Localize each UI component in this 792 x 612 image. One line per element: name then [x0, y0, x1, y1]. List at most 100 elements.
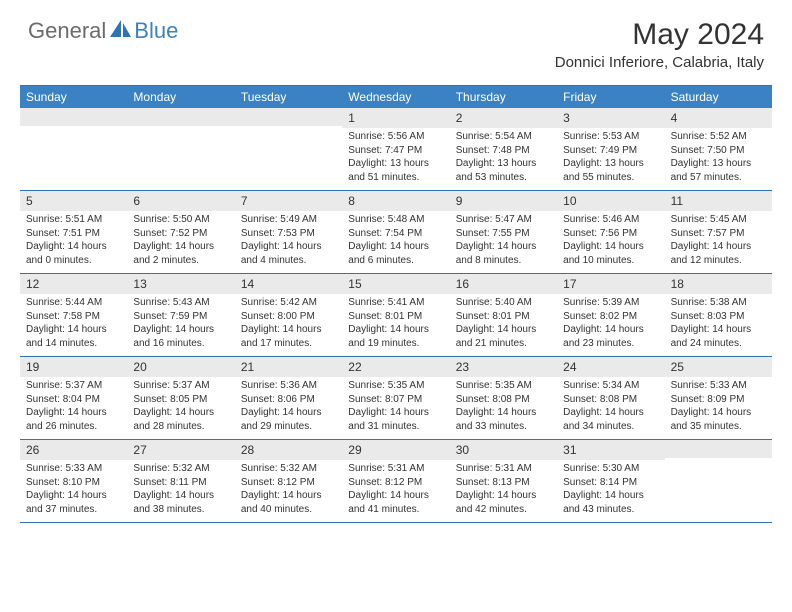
day-number: 31	[557, 440, 664, 460]
day-cell: 15Sunrise: 5:41 AMSunset: 8:01 PMDayligh…	[342, 274, 449, 356]
sunrise-text: Sunrise: 5:54 AM	[456, 130, 551, 144]
daylight-line1: Daylight: 14 hours	[348, 489, 443, 503]
day-number: 24	[557, 357, 664, 377]
sunrise-text: Sunrise: 5:47 AM	[456, 213, 551, 227]
sunrise-text: Sunrise: 5:30 AM	[563, 462, 658, 476]
day-number: 3	[557, 108, 664, 128]
day-info: Sunrise: 5:39 AMSunset: 8:02 PMDaylight:…	[557, 296, 664, 350]
sunset-text: Sunset: 8:05 PM	[133, 393, 228, 407]
daylight-line1: Daylight: 14 hours	[456, 323, 551, 337]
daylight-line2: and 29 minutes.	[241, 420, 336, 434]
daylight-line1: Daylight: 13 hours	[671, 157, 766, 171]
daylight-line2: and 41 minutes.	[348, 503, 443, 517]
day-info: Sunrise: 5:53 AMSunset: 7:49 PMDaylight:…	[557, 130, 664, 184]
daylight-line2: and 53 minutes.	[456, 171, 551, 185]
day-info: Sunrise: 5:51 AMSunset: 7:51 PMDaylight:…	[20, 213, 127, 267]
day-cell: 3Sunrise: 5:53 AMSunset: 7:49 PMDaylight…	[557, 108, 664, 190]
sunrise-text: Sunrise: 5:48 AM	[348, 213, 443, 227]
sunrise-text: Sunrise: 5:38 AM	[671, 296, 766, 310]
sunrise-text: Sunrise: 5:44 AM	[26, 296, 121, 310]
day-info: Sunrise: 5:32 AMSunset: 8:11 PMDaylight:…	[127, 462, 234, 516]
sunrise-text: Sunrise: 5:46 AM	[563, 213, 658, 227]
day-info: Sunrise: 5:31 AMSunset: 8:12 PMDaylight:…	[342, 462, 449, 516]
sunset-text: Sunset: 7:52 PM	[133, 227, 228, 241]
daylight-line1: Daylight: 14 hours	[133, 240, 228, 254]
daylight-line2: and 23 minutes.	[563, 337, 658, 351]
sunset-text: Sunset: 8:09 PM	[671, 393, 766, 407]
day-info: Sunrise: 5:37 AMSunset: 8:05 PMDaylight:…	[127, 379, 234, 433]
daylight-line2: and 34 minutes.	[563, 420, 658, 434]
day-cell: 27Sunrise: 5:32 AMSunset: 8:11 PMDayligh…	[127, 440, 234, 522]
daylight-line1: Daylight: 14 hours	[241, 240, 336, 254]
sunrise-text: Sunrise: 5:56 AM	[348, 130, 443, 144]
day-info: Sunrise: 5:47 AMSunset: 7:55 PMDaylight:…	[450, 213, 557, 267]
day-cell: 25Sunrise: 5:33 AMSunset: 8:09 PMDayligh…	[665, 357, 772, 439]
day-number: 19	[20, 357, 127, 377]
sunset-text: Sunset: 7:57 PM	[671, 227, 766, 241]
daylight-line2: and 8 minutes.	[456, 254, 551, 268]
logo-text-blue: Blue	[134, 18, 178, 44]
daylight-line1: Daylight: 14 hours	[348, 406, 443, 420]
day-number: 26	[20, 440, 127, 460]
daylight-line1: Daylight: 14 hours	[133, 323, 228, 337]
daylight-line2: and 35 minutes.	[671, 420, 766, 434]
daylight-line1: Daylight: 14 hours	[133, 489, 228, 503]
day-info: Sunrise: 5:44 AMSunset: 7:58 PMDaylight:…	[20, 296, 127, 350]
week-row: 12Sunrise: 5:44 AMSunset: 7:58 PMDayligh…	[20, 274, 772, 357]
daylight-line2: and 57 minutes.	[671, 171, 766, 185]
day-number: 9	[450, 191, 557, 211]
day-cell: 10Sunrise: 5:46 AMSunset: 7:56 PMDayligh…	[557, 191, 664, 273]
day-cell: 16Sunrise: 5:40 AMSunset: 8:01 PMDayligh…	[450, 274, 557, 356]
sunrise-text: Sunrise: 5:32 AM	[133, 462, 228, 476]
day-cell: 12Sunrise: 5:44 AMSunset: 7:58 PMDayligh…	[20, 274, 127, 356]
day-number: 29	[342, 440, 449, 460]
sunset-text: Sunset: 7:51 PM	[26, 227, 121, 241]
day-number: 25	[665, 357, 772, 377]
daylight-line2: and 40 minutes.	[241, 503, 336, 517]
day-info: Sunrise: 5:35 AMSunset: 8:08 PMDaylight:…	[450, 379, 557, 433]
daylight-line2: and 33 minutes.	[456, 420, 551, 434]
sunset-text: Sunset: 8:03 PM	[671, 310, 766, 324]
day-cell: 2Sunrise: 5:54 AMSunset: 7:48 PMDaylight…	[450, 108, 557, 190]
day-cell: 8Sunrise: 5:48 AMSunset: 7:54 PMDaylight…	[342, 191, 449, 273]
day-header-sat: Saturday	[665, 86, 772, 108]
sunrise-text: Sunrise: 5:32 AM	[241, 462, 336, 476]
day-cell: 7Sunrise: 5:49 AMSunset: 7:53 PMDaylight…	[235, 191, 342, 273]
day-cell: 17Sunrise: 5:39 AMSunset: 8:02 PMDayligh…	[557, 274, 664, 356]
day-header-fri: Friday	[557, 86, 664, 108]
day-info: Sunrise: 5:43 AMSunset: 7:59 PMDaylight:…	[127, 296, 234, 350]
daylight-line2: and 38 minutes.	[133, 503, 228, 517]
daylight-line1: Daylight: 14 hours	[563, 240, 658, 254]
day-cell: 4Sunrise: 5:52 AMSunset: 7:50 PMDaylight…	[665, 108, 772, 190]
day-cell: 30Sunrise: 5:31 AMSunset: 8:13 PMDayligh…	[450, 440, 557, 522]
day-cell: 14Sunrise: 5:42 AMSunset: 8:00 PMDayligh…	[235, 274, 342, 356]
daylight-line2: and 16 minutes.	[133, 337, 228, 351]
day-header-row: Sunday Monday Tuesday Wednesday Thursday…	[20, 86, 772, 108]
day-cell: 5Sunrise: 5:51 AMSunset: 7:51 PMDaylight…	[20, 191, 127, 273]
sunset-text: Sunset: 8:12 PM	[241, 476, 336, 490]
sunset-text: Sunset: 8:01 PM	[348, 310, 443, 324]
sunrise-text: Sunrise: 5:33 AM	[26, 462, 121, 476]
daylight-line2: and 4 minutes.	[241, 254, 336, 268]
sunrise-text: Sunrise: 5:43 AM	[133, 296, 228, 310]
day-cell: 13Sunrise: 5:43 AMSunset: 7:59 PMDayligh…	[127, 274, 234, 356]
day-number: 20	[127, 357, 234, 377]
day-header-thu: Thursday	[450, 86, 557, 108]
sunset-text: Sunset: 8:12 PM	[348, 476, 443, 490]
day-info: Sunrise: 5:38 AMSunset: 8:03 PMDaylight:…	[665, 296, 772, 350]
week-row: 19Sunrise: 5:37 AMSunset: 8:04 PMDayligh…	[20, 357, 772, 440]
day-number: 2	[450, 108, 557, 128]
daylight-line1: Daylight: 14 hours	[241, 323, 336, 337]
daylight-line2: and 0 minutes.	[26, 254, 121, 268]
day-header-wed: Wednesday	[342, 86, 449, 108]
daylight-line1: Daylight: 14 hours	[456, 240, 551, 254]
day-info: Sunrise: 5:42 AMSunset: 8:00 PMDaylight:…	[235, 296, 342, 350]
day-info: Sunrise: 5:54 AMSunset: 7:48 PMDaylight:…	[450, 130, 557, 184]
day-info: Sunrise: 5:45 AMSunset: 7:57 PMDaylight:…	[665, 213, 772, 267]
day-number: 7	[235, 191, 342, 211]
sunset-text: Sunset: 8:10 PM	[26, 476, 121, 490]
daylight-line2: and 24 minutes.	[671, 337, 766, 351]
day-number: 21	[235, 357, 342, 377]
day-number: 6	[127, 191, 234, 211]
daylight-line1: Daylight: 14 hours	[456, 406, 551, 420]
